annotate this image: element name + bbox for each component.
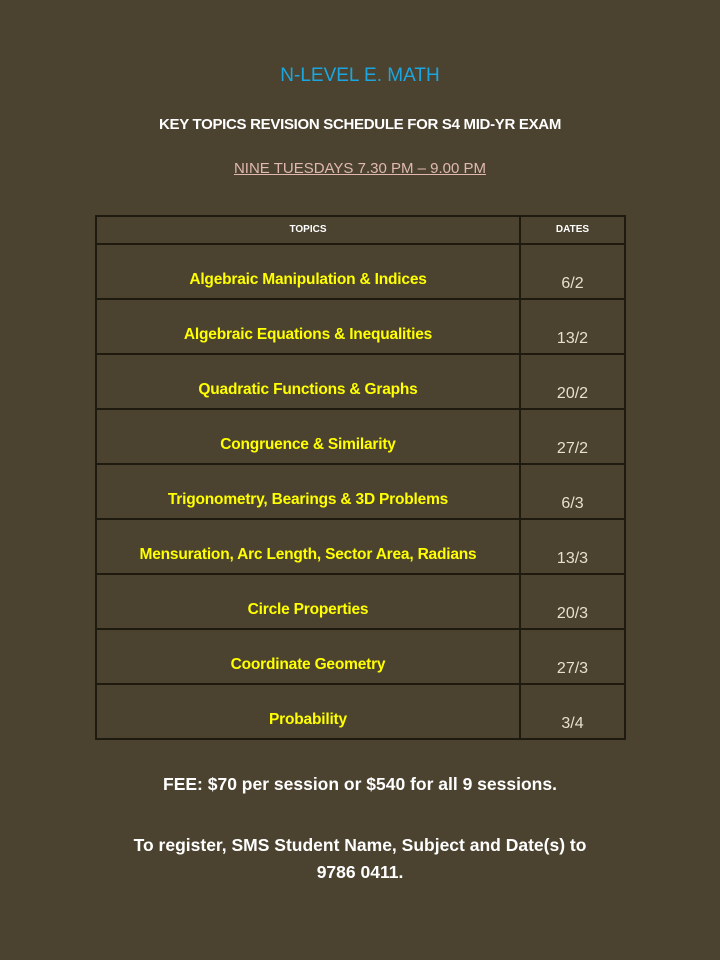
schedule-time-text: NINE TUESDAYS 7.30 PM – 9.00 PM [233, 160, 487, 177]
schedule-time: NINE TUESDAYS 7.30 PM – 9.00 PM [0, 160, 720, 177]
header-dates: DATES [519, 215, 626, 245]
topic-cell: Trigonometry, Bearings & 3D Problems [95, 463, 521, 520]
topic-cell: Probability [95, 683, 521, 740]
date-cell: 20/2 [519, 353, 626, 410]
register-text: To register, SMS Student Name, Subject a… [0, 832, 720, 886]
table-row: Mensuration, Arc Length, Sector Area, Ra… [95, 518, 626, 575]
topic-cell: Circle Properties [95, 573, 521, 630]
table-row: Algebraic Equations & Inequalities 13/2 [95, 298, 626, 355]
register-line-2: 9786 0411. [316, 862, 404, 882]
fee-text: FEE: $70 per session or $540 for all 9 s… [163, 774, 557, 794]
table-row: Congruence & Similarity 27/2 [95, 408, 626, 465]
topic-cell: Coordinate Geometry [95, 628, 521, 685]
date-cell: 13/3 [519, 518, 626, 575]
date-cell: 6/3 [519, 463, 626, 520]
table-row: Probability 3/4 [95, 683, 626, 740]
date-cell: 27/3 [519, 628, 626, 685]
table-row: Quadratic Functions & Graphs 20/2 [95, 353, 626, 410]
topic-cell: Algebraic Equations & Inequalities [95, 298, 521, 355]
table-row: Circle Properties 20/3 [95, 573, 626, 630]
date-cell: 20/3 [519, 573, 626, 630]
topic-cell: Algebraic Manipulation & Indices [95, 243, 521, 300]
date-cell: 3/4 [519, 683, 626, 740]
topic-cell: Quadratic Functions & Graphs [95, 353, 521, 410]
table-header-row: TOPICS DATES [95, 215, 626, 245]
content-column: TOPICS DATES Algebraic Manipulation & In… [0, 215, 720, 886]
table-row: Algebraic Manipulation & Indices 6/2 [95, 243, 626, 300]
date-cell: 6/2 [519, 243, 626, 300]
topic-cell: Mensuration, Arc Length, Sector Area, Ra… [95, 518, 521, 575]
schedule-table: TOPICS DATES Algebraic Manipulation & In… [95, 215, 626, 740]
date-cell: 27/2 [519, 408, 626, 465]
date-cell: 13/2 [519, 298, 626, 355]
page-title: N-LEVEL E. MATH [280, 65, 440, 86]
table-row: Trigonometry, Bearings & 3D Problems 6/3 [95, 463, 626, 520]
subtitle: KEY TOPICS REVISION SCHEDULE FOR S4 MID-… [158, 116, 562, 133]
topic-cell: Congruence & Similarity [95, 408, 521, 465]
header-topics: TOPICS [95, 215, 521, 245]
register-line-1: To register, SMS Student Name, Subject a… [133, 835, 587, 855]
table-row: Coordinate Geometry 27/3 [95, 628, 626, 685]
